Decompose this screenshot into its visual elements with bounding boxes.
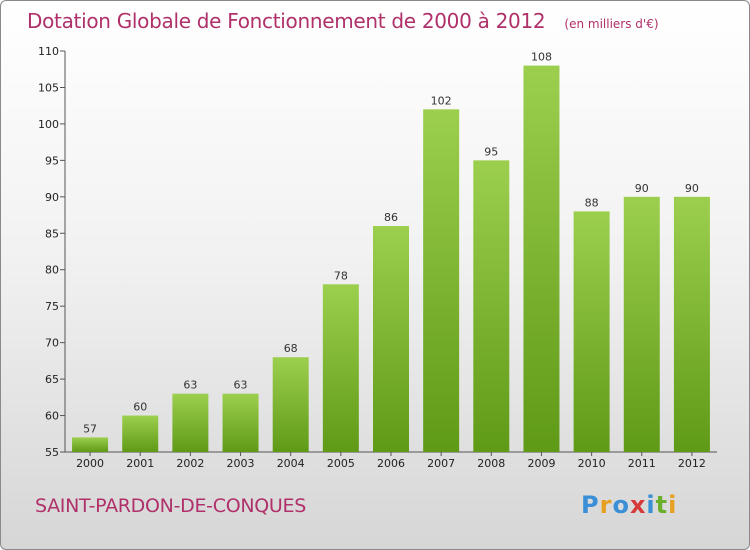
value-label-2010: 88: [585, 196, 599, 209]
x-tick-label-2001: 2001: [126, 457, 154, 470]
value-label-2012: 90: [685, 182, 699, 195]
x-tick-label-2012: 2012: [678, 457, 706, 470]
value-label-2001: 60: [133, 401, 147, 414]
proxiti-logo: Proxiti: [581, 491, 677, 519]
x-tick-label-2007: 2007: [427, 457, 455, 470]
logo-letter: x: [629, 491, 647, 519]
y-tick-label: 105: [38, 81, 59, 94]
bar-2006: [373, 225, 409, 452]
y-tick-label: 85: [45, 227, 59, 240]
x-tick-label-2008: 2008: [477, 457, 505, 470]
logo-letter: i: [646, 491, 656, 519]
bar-2008: [473, 160, 510, 452]
bar-2012: [673, 196, 710, 452]
bar-2011: [623, 196, 660, 452]
chart-title: Dotation Globale de Fonctionnement de 20…: [27, 9, 546, 33]
logo-letter: r: [599, 491, 613, 519]
x-tick-label-2003: 2003: [227, 457, 255, 470]
value-label-2009: 108: [531, 51, 552, 64]
bar-2010: [573, 211, 610, 452]
bars-group: 57 60 63 63 68 78 86 102 95 108 88 90 90: [72, 51, 710, 452]
bar-2002: [172, 393, 209, 452]
x-tick-label-2002: 2002: [176, 457, 204, 470]
bar-2000: [72, 437, 109, 452]
y-tick-label: 75: [45, 300, 59, 313]
logo-letter: i: [668, 491, 678, 519]
bar-2004: [272, 357, 309, 452]
y-tick-label: 70: [45, 337, 59, 350]
value-label-2000: 57: [83, 422, 97, 435]
commune-name: SAINT-PARDON-DE-CONQUES: [35, 495, 306, 517]
value-label-2007: 102: [431, 94, 452, 107]
x-tick-label-2009: 2009: [527, 457, 555, 470]
title-row: Dotation Globale de Fonctionnement de 20…: [27, 9, 659, 33]
y-tick-label: 55: [45, 446, 59, 459]
value-label-2006: 86: [384, 211, 398, 224]
x-tick-label-2005: 2005: [327, 457, 355, 470]
bar-2007: [423, 109, 460, 452]
logo-letter: o: [612, 491, 630, 519]
y-tick-label: 95: [45, 154, 59, 167]
y-axis: 55 60 65 70 75 80 85 90 95 100 105 110: [38, 45, 66, 459]
logo-letter: P: [581, 491, 600, 519]
value-label-2004: 68: [284, 342, 298, 355]
x-tick-label-2004: 2004: [277, 457, 305, 470]
value-label-2002: 63: [183, 379, 197, 392]
value-label-2011: 90: [635, 182, 649, 195]
y-tick-label: 110: [38, 45, 59, 58]
x-axis: 2000 2001 2002 2003 2004 2005 2006 2007 2008 2009…: [65, 451, 717, 470]
chart-subtitle: (en milliers d'€): [564, 17, 659, 31]
value-label-2005: 78: [334, 269, 348, 282]
logo-letter: t: [655, 491, 669, 519]
x-tick-label-2000: 2000: [76, 457, 104, 470]
x-tick-label-2006: 2006: [377, 457, 405, 470]
value-label-2003: 63: [234, 379, 248, 392]
x-tick-label-2011: 2011: [628, 457, 656, 470]
value-label-2008: 95: [484, 145, 498, 158]
y-tick-label: 80: [45, 264, 59, 277]
bar-2005: [322, 284, 359, 452]
y-tick-label: 100: [38, 118, 59, 131]
y-tick-label: 90: [45, 191, 59, 204]
bar-2003: [222, 393, 259, 452]
y-tick-label: 65: [45, 373, 59, 386]
bar-2009: [523, 65, 560, 452]
x-tick-label-2010: 2010: [578, 457, 606, 470]
y-tick-label: 60: [45, 410, 59, 423]
bar-2001: [122, 415, 159, 452]
